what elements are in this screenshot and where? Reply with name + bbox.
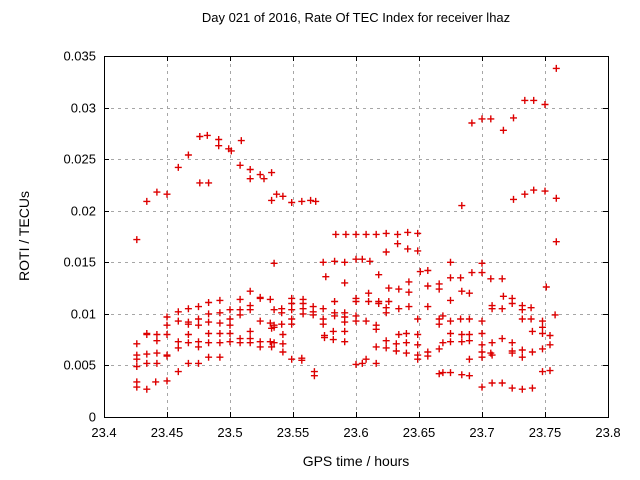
x-tick-label: 23.4 [91,425,117,440]
x-tick-label: 23.55 [276,425,310,440]
x-tick-label: 23.45 [150,425,184,440]
y-tick-label: 0.03 [70,100,96,116]
y-tick-label: 0.015 [63,254,96,270]
data-points [133,64,560,393]
x-tick-label: 23.8 [595,425,621,440]
x-axis-label: GPS time / hours [302,453,410,469]
x-tick-label: 23.5 [217,425,243,440]
chart-title: Day 021 of 2016, Rate Of TEC Index for r… [201,10,511,25]
x-tick-label: 23.75 [528,425,562,440]
y-tick-label: 0.035 [63,48,96,64]
y-tick-label: 0.005 [63,357,96,373]
y-tick-label: 0.02 [70,203,96,219]
x-tick-label: 23.6 [343,425,369,440]
plot-border [104,56,609,418]
y-tick-label: 0 [88,409,96,425]
x-tick-label: 23.65 [402,425,436,440]
x-tick-label: 23.7 [469,425,495,440]
y-tick-label: 0.01 [70,306,96,322]
y-tick-label: 0.025 [63,151,96,167]
